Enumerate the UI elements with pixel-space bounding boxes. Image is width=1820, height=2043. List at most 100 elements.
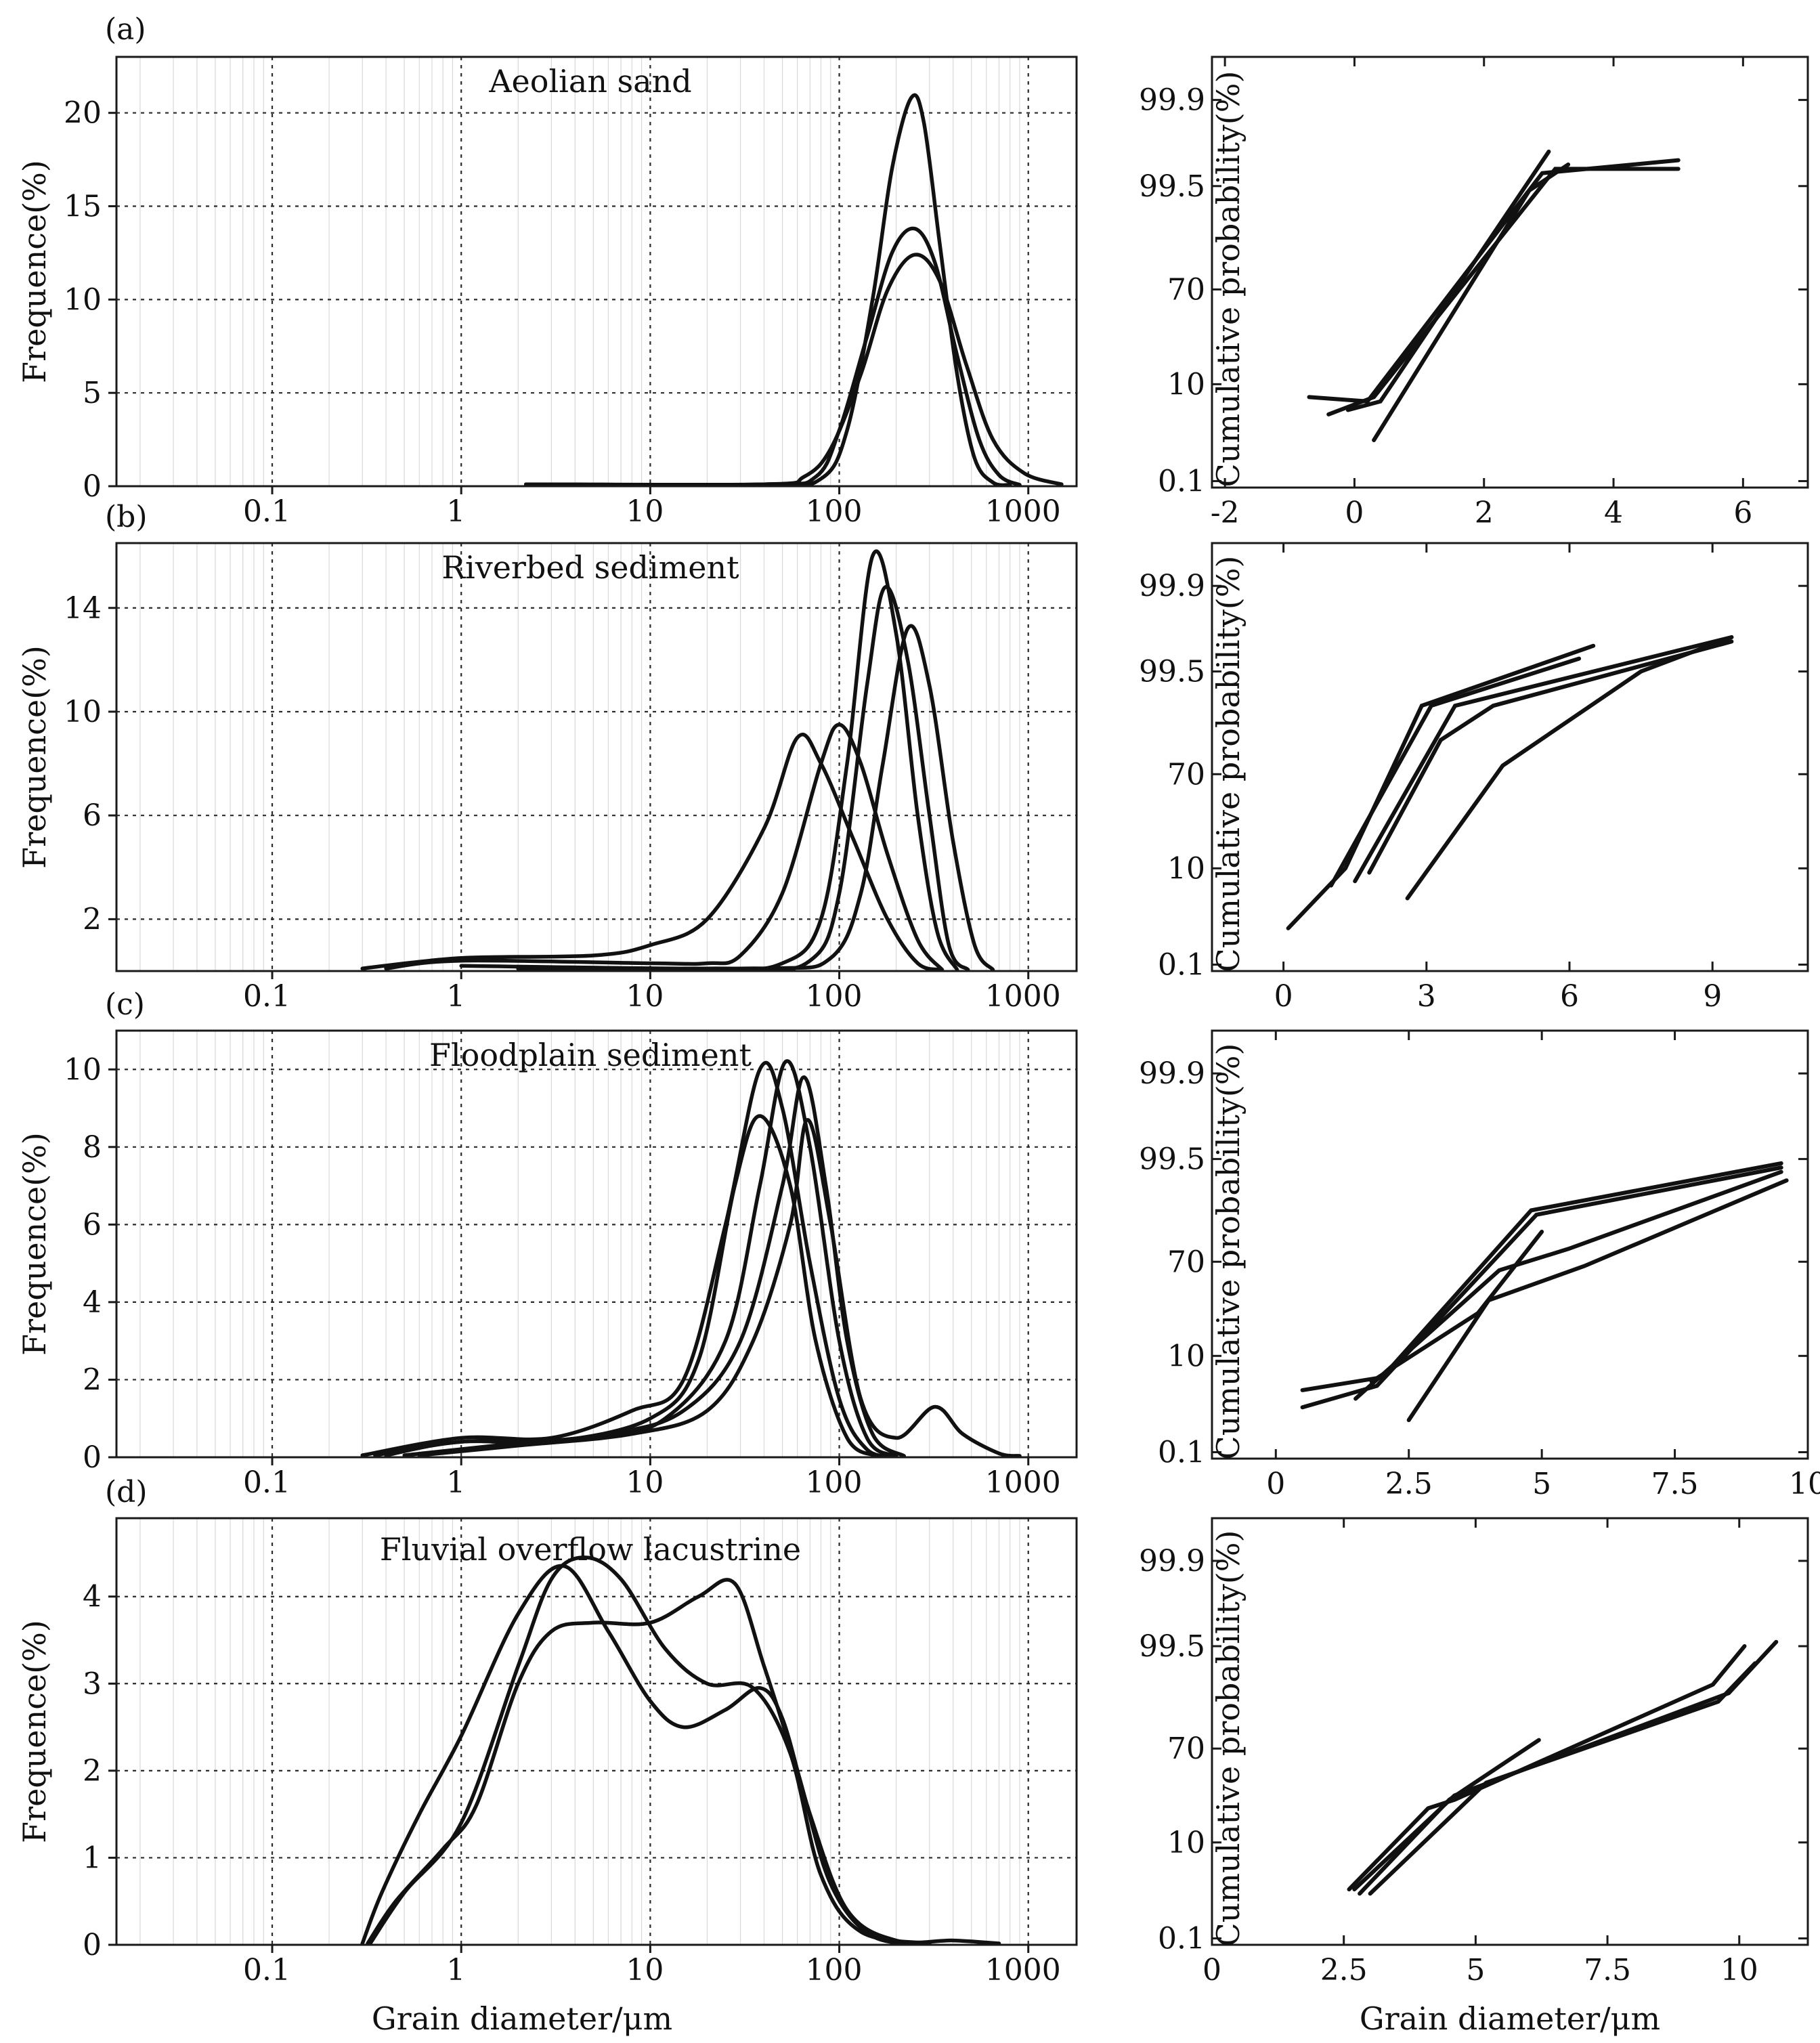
y-axis-label: Frequence(%) (16, 160, 53, 383)
x-tick-label: 0 (1266, 1467, 1285, 1501)
probability-line-4 (1367, 639, 1734, 875)
y-axis-label: Cumulative probability(%) (1210, 71, 1247, 488)
series-line-5 (417, 1117, 1022, 1458)
minor-gridlines (139, 1031, 1029, 1457)
frequency-chart-3: 0 2 4 6 8 10 0.1 1 10 100 1000 Floodplain sediment F… (16, 987, 1078, 1500)
x-tick-label: 10 (626, 1953, 664, 1987)
y-tick-label: 4 (83, 1580, 102, 1614)
x-tick-label: 10 (626, 494, 664, 529)
y-tick-label: 3 (83, 1666, 102, 1701)
y-tick-label: 99.5 (1139, 1142, 1205, 1177)
x-tick-label: 10 (1720, 1953, 1758, 1987)
x-tick-label: 100 (806, 494, 863, 529)
x-axis-label: Grain diameter/μm (1360, 2000, 1660, 2037)
plot-frame (1211, 1517, 1809, 1946)
x-tick-label: 100 (806, 1953, 863, 1987)
y-axis-label: Cumulative probability(%) (1210, 1044, 1247, 1460)
x-tick-label: 1 (446, 494, 465, 529)
x-tick-label: 2 (1475, 496, 1494, 530)
series-line-5 (516, 624, 995, 972)
series-line-2 (384, 723, 945, 972)
x-tick-label: 1000 (985, 1465, 1061, 1500)
series-line-4 (516, 585, 970, 972)
y-tick-label: 0 (83, 1440, 102, 1475)
series-line-1 (360, 1564, 1001, 1945)
x-tick-label: 10 (626, 1465, 664, 1500)
series-line-2 (366, 1578, 932, 1945)
x-tick-label: 3 (1417, 979, 1436, 1014)
x-tick-label: 10 (1789, 1467, 1820, 1501)
probability-line-2 (1352, 1639, 1779, 1892)
probability-line-5 (1405, 635, 1734, 901)
probability-line-3 (1372, 163, 1571, 442)
y-tick-label: 14 (64, 591, 102, 626)
probability-line-5 (1369, 1230, 1544, 1384)
y-tick-label: 2 (83, 902, 102, 937)
y-axis-label: Cumulative probability(%) (1210, 1530, 1247, 1947)
x-tick-label: 100 (806, 979, 863, 1014)
probability-line-4 (1406, 1178, 1789, 1423)
probability-line-1 (1286, 643, 1596, 930)
y-tick-label: 0.1 (1158, 948, 1205, 983)
x-tick-label: 9 (1703, 979, 1722, 1014)
x-tick-label: 1 (446, 1953, 465, 1987)
minor-gridlines (139, 57, 1029, 486)
series-line-2 (373, 1114, 880, 1458)
cumulative-chart-1: 0.1 10 70 99.5 99.9 -2 0 2 4 6 Cumulative probabil… (1139, 56, 1809, 530)
x-tick-label: 100 (806, 1465, 863, 1500)
x-tick-label: 0.1 (243, 494, 290, 529)
y-tick-label: 5 (83, 376, 102, 410)
y-axis-label: Frequence(%) (16, 1620, 53, 1843)
y-tick-label: 2 (83, 1362, 102, 1397)
x-tick-label: 0 (1202, 1953, 1221, 1987)
x-tick-label: 1 (446, 979, 465, 1014)
y-tick-label: 70 (1167, 757, 1205, 792)
x-tick-label: 0.1 (243, 979, 290, 1014)
y-axis-label: Frequence(%) (16, 1132, 53, 1356)
x-tick-label: 1 (446, 1465, 465, 1500)
y-tick-label: 0 (83, 1928, 102, 1962)
y-tick-label: 99.9 (1139, 569, 1205, 603)
x-tick-label: -2 (1211, 496, 1240, 530)
probability-line-2 (1300, 1165, 1783, 1410)
probability-line-2 (1329, 656, 1582, 888)
probability-line-3 (1353, 635, 1734, 884)
plot-frame (1211, 1029, 1809, 1460)
y-tick-label: 70 (1167, 1245, 1205, 1279)
x-tick-label: 0 (1274, 979, 1293, 1014)
probability-line-3 (1358, 1738, 1541, 1896)
y-tick-label: 99.9 (1139, 83, 1205, 118)
chart-title: Floodplain sediment (429, 1037, 752, 1073)
y-tick-label: 99.5 (1139, 169, 1205, 204)
plot-frame (115, 542, 1078, 972)
plot-frame (115, 56, 1078, 488)
x-tick-label: 1000 (985, 1953, 1061, 1987)
probability-line-3 (1353, 1169, 1783, 1401)
series-line-3 (384, 1059, 898, 1458)
panel-label: (b) (105, 500, 148, 534)
y-tick-label: 2 (83, 1754, 102, 1788)
frequency-chart-2: 2 6 10 14 0.1 1 10 100 1000 Riverbed sediment Freq… (16, 500, 1078, 1014)
x-tick-label: 5 (1532, 1467, 1551, 1501)
plot-frame (1211, 542, 1809, 972)
x-axis-label: Grain diameter/μm (372, 2000, 672, 2037)
probability-line-1 (1347, 1644, 1747, 1892)
y-tick-label: 0.1 (1158, 1436, 1205, 1470)
chart-title: Aeolian sand (488, 63, 691, 100)
y-tick-label: 70 (1167, 1732, 1205, 1766)
x-tick-label: 0 (1345, 496, 1364, 530)
x-tick-label: 4 (1604, 496, 1623, 530)
y-tick-label: 6 (83, 1207, 102, 1242)
y-tick-label: 10 (1167, 1339, 1205, 1373)
x-tick-label: 7.5 (1651, 1467, 1699, 1501)
x-tick-label: 1000 (985, 979, 1061, 1014)
y-tick-label: 99.9 (1139, 1056, 1205, 1091)
chart-title: Riverbed sediment (441, 549, 739, 586)
minor-gridlines (139, 543, 1029, 971)
probability-line-1 (1307, 158, 1681, 404)
probability-line-4 (1345, 149, 1551, 412)
y-tick-label: 20 (64, 96, 102, 131)
panel-label: (d) (105, 1475, 148, 1509)
